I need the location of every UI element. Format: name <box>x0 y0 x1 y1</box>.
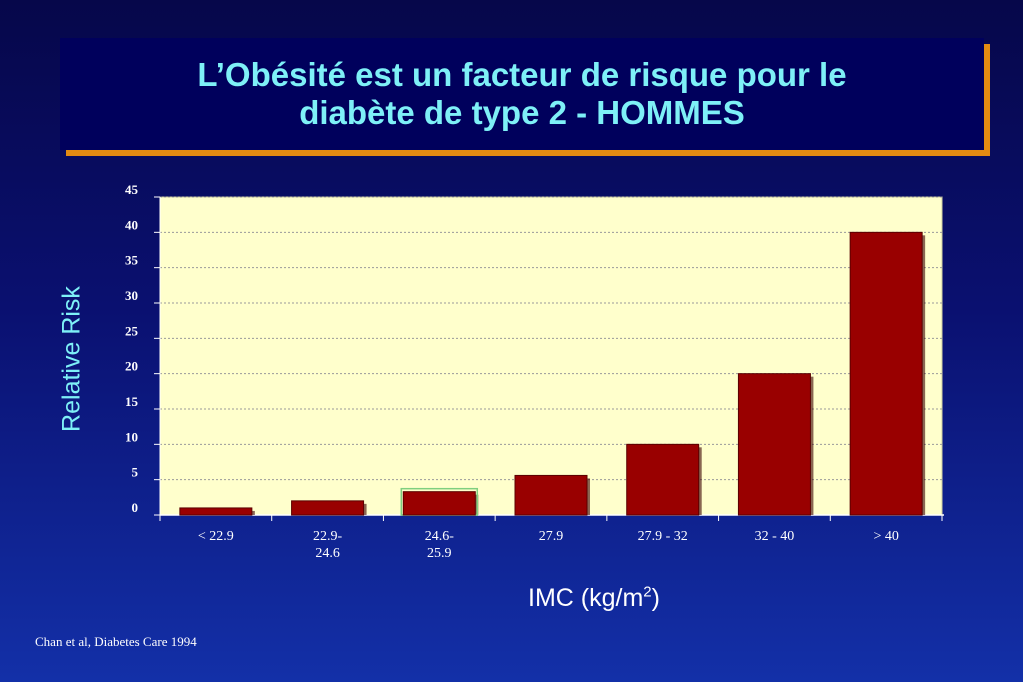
bar <box>291 500 365 516</box>
x-tick-label: 27.9 <box>539 529 564 544</box>
plot-area <box>159 196 943 516</box>
bar <box>179 507 253 516</box>
y-tick-label: 5 <box>132 465 139 480</box>
slide-title-line-2: diabète de type 2 - HOMMES <box>299 94 745 131</box>
y-tick-label: 0 <box>132 500 139 515</box>
x-tick-label: 32 - 40 <box>755 529 795 544</box>
y-tick-label: 40 <box>125 217 138 232</box>
y-axis-label: Relative Risk <box>57 286 86 432</box>
x-tick-label: > 40 <box>873 529 898 544</box>
y-tick-label: 25 <box>125 323 139 338</box>
slide-title-line-1: L’Obésité est un facteur de risque pour … <box>197 56 847 93</box>
bar <box>402 491 476 516</box>
title-box: L’Obésité est un facteur de risque pour … <box>60 38 984 150</box>
y-tick-label: 30 <box>125 288 138 303</box>
x-axis-label-text: IMC (kg/m <box>528 584 644 612</box>
y-tick-label: 10 <box>125 429 138 444</box>
x-tick-label: < 22.9 <box>198 529 234 544</box>
bar <box>849 231 923 516</box>
x-tick-label: 22.9-24.6 <box>313 529 343 561</box>
bar <box>514 474 588 516</box>
y-tick-label: 45 <box>125 182 139 197</box>
y-tick-label: 15 <box>125 394 139 409</box>
y-tick-label: 35 <box>125 253 139 268</box>
source-citation: Chan et al, Diabetes Care 1994 <box>35 634 197 649</box>
x-tick-label: 27.9 - 32 <box>638 529 688 544</box>
bar <box>626 443 700 516</box>
bar <box>737 373 811 516</box>
x-axis-label: IMC (kg/m2) <box>528 584 660 613</box>
x-axis-label-superscript: 2 <box>643 583 652 601</box>
x-axis-label-close: ) <box>651 584 660 612</box>
y-tick-label: 20 <box>125 359 138 374</box>
x-tick-label: 24.6-25.9 <box>425 529 455 561</box>
